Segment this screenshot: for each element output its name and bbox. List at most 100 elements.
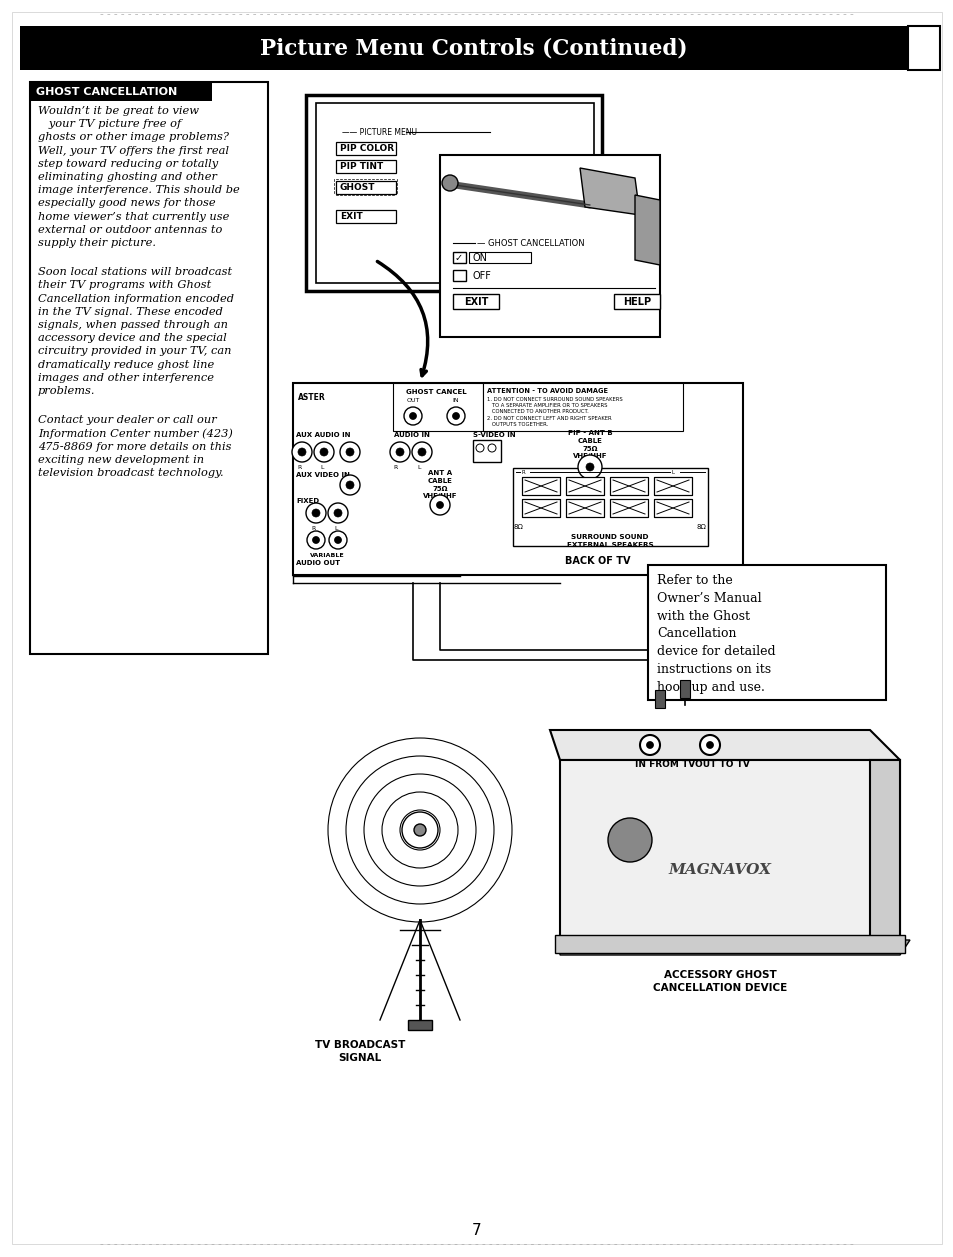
- Circle shape: [412, 442, 432, 463]
- Bar: [393, 383, 482, 431]
- Text: ghosts or other image problems?: ghosts or other image problems?: [38, 132, 229, 142]
- Text: Picture Menu Controls (Continued): Picture Menu Controls (Continued): [260, 36, 687, 59]
- Circle shape: [329, 530, 347, 549]
- Circle shape: [447, 407, 464, 425]
- Text: ASTER: ASTER: [297, 393, 325, 402]
- Bar: [654, 499, 691, 517]
- Bar: [453, 270, 465, 282]
- Text: L: L: [334, 525, 337, 530]
- Text: SURROUND SOUND
EXTERNAL SPEAKERS: SURROUND SOUND EXTERNAL SPEAKERS: [566, 534, 653, 548]
- Text: 1. DO NOT CONNECT SURROUND SOUND SPEAKERS
   TO A SEPARATE AMPLIFIER OR TO SPEAK: 1. DO NOT CONNECT SURROUND SOUND SPEAKER…: [486, 397, 622, 427]
- Circle shape: [314, 442, 334, 463]
- Circle shape: [313, 537, 319, 543]
- Text: PIP - ANT B
CABLE
75Ω
VHF/UHF: PIP - ANT B CABLE 75Ω VHF/UHF: [567, 430, 612, 459]
- Circle shape: [401, 812, 437, 848]
- Text: PIP TINT: PIP TINT: [339, 162, 383, 171]
- Circle shape: [414, 825, 426, 836]
- Bar: [408, 1019, 432, 1029]
- Circle shape: [328, 503, 348, 523]
- Bar: [654, 476, 691, 495]
- Text: L: L: [416, 465, 420, 470]
- Circle shape: [319, 447, 328, 456]
- Text: OUT TO TV: OUT TO TV: [695, 760, 749, 769]
- Text: signals, when passed through an: signals, when passed through an: [38, 321, 228, 331]
- Text: ANT A
CABLE
75Ω
VHF/UHF: ANT A CABLE 75Ω VHF/UHF: [422, 470, 456, 499]
- Text: Soon local stations will broadcast: Soon local stations will broadcast: [38, 268, 232, 278]
- Bar: [609, 499, 647, 517]
- Text: L: L: [671, 470, 675, 474]
- Text: BACK OF TV: BACK OF TV: [564, 556, 630, 566]
- Bar: [614, 294, 659, 309]
- Bar: [513, 468, 707, 546]
- Text: Cancellation information encoded: Cancellation information encoded: [38, 294, 233, 304]
- Polygon shape: [869, 760, 899, 940]
- Bar: [335, 210, 395, 222]
- Circle shape: [436, 502, 443, 509]
- Circle shape: [706, 742, 713, 748]
- Bar: [521, 476, 559, 495]
- Bar: [293, 383, 742, 574]
- Text: their TV programs with Ghost: their TV programs with Ghost: [38, 280, 211, 290]
- Bar: [565, 499, 603, 517]
- Circle shape: [346, 481, 354, 489]
- Text: ACCESSORY GHOST
CANCELLATION DEVICE: ACCESSORY GHOST CANCELLATION DEVICE: [652, 970, 786, 993]
- Text: FIXED: FIXED: [295, 498, 319, 504]
- Text: ON: ON: [473, 253, 488, 263]
- Bar: [20, 26, 907, 70]
- Circle shape: [306, 503, 326, 523]
- Text: L: L: [320, 465, 323, 470]
- Text: Refer to the
Owner’s Manual
with the Ghost
Cancellation
device for detailed
inst: Refer to the Owner’s Manual with the Gho…: [657, 574, 775, 694]
- Bar: [439, 155, 659, 337]
- Text: Information Center number (423): Information Center number (423): [38, 429, 233, 439]
- Text: Wouldn’t it be great to view: Wouldn’t it be great to view: [38, 106, 199, 116]
- Text: 8Ω: 8Ω: [514, 524, 523, 530]
- Bar: [565, 476, 603, 495]
- Text: HELP: HELP: [622, 297, 650, 307]
- Bar: [559, 760, 899, 940]
- Text: —— PICTURE MENU: —— PICTURE MENU: [341, 127, 416, 137]
- Bar: [654, 476, 691, 495]
- Bar: [907, 26, 939, 70]
- Circle shape: [292, 442, 312, 463]
- Bar: [555, 935, 904, 953]
- Circle shape: [488, 444, 496, 453]
- Circle shape: [417, 447, 426, 456]
- Bar: [30, 82, 268, 654]
- Bar: [315, 103, 594, 283]
- Bar: [654, 499, 691, 517]
- Circle shape: [607, 818, 651, 862]
- Circle shape: [334, 509, 341, 517]
- Text: 8Ω: 8Ω: [696, 524, 705, 530]
- Text: AUDIO OUT: AUDIO OUT: [295, 561, 340, 566]
- Circle shape: [339, 442, 359, 463]
- Text: R: R: [312, 525, 315, 530]
- Text: problems.: problems.: [38, 386, 95, 396]
- Bar: [609, 476, 647, 495]
- Text: exciting new development in: exciting new development in: [38, 455, 204, 465]
- Text: R: R: [521, 470, 525, 474]
- Text: IN FROM TV: IN FROM TV: [635, 760, 695, 769]
- Text: EXIT: EXIT: [339, 212, 362, 221]
- Bar: [30, 83, 212, 101]
- Text: Contact your dealer or call our: Contact your dealer or call our: [38, 415, 216, 425]
- Circle shape: [441, 175, 457, 191]
- Bar: [647, 564, 885, 700]
- Text: GHOST: GHOST: [339, 184, 375, 192]
- Text: circuitry provided in your TV, can: circuitry provided in your TV, can: [38, 347, 232, 357]
- Text: AUDIO IN: AUDIO IN: [394, 432, 430, 437]
- Bar: [565, 499, 603, 517]
- Circle shape: [346, 447, 354, 456]
- Polygon shape: [550, 730, 899, 760]
- Text: images and other interference: images and other interference: [38, 373, 213, 383]
- Bar: [335, 142, 395, 155]
- Circle shape: [335, 537, 341, 543]
- Circle shape: [297, 447, 306, 456]
- Bar: [453, 294, 498, 309]
- Text: image interference. This should be: image interference. This should be: [38, 185, 239, 195]
- Circle shape: [700, 735, 720, 755]
- Bar: [521, 476, 559, 495]
- Text: AUX AUDIO IN: AUX AUDIO IN: [295, 432, 350, 437]
- Polygon shape: [559, 940, 909, 955]
- Text: home viewer’s that currently use: home viewer’s that currently use: [38, 211, 229, 221]
- Bar: [655, 690, 664, 708]
